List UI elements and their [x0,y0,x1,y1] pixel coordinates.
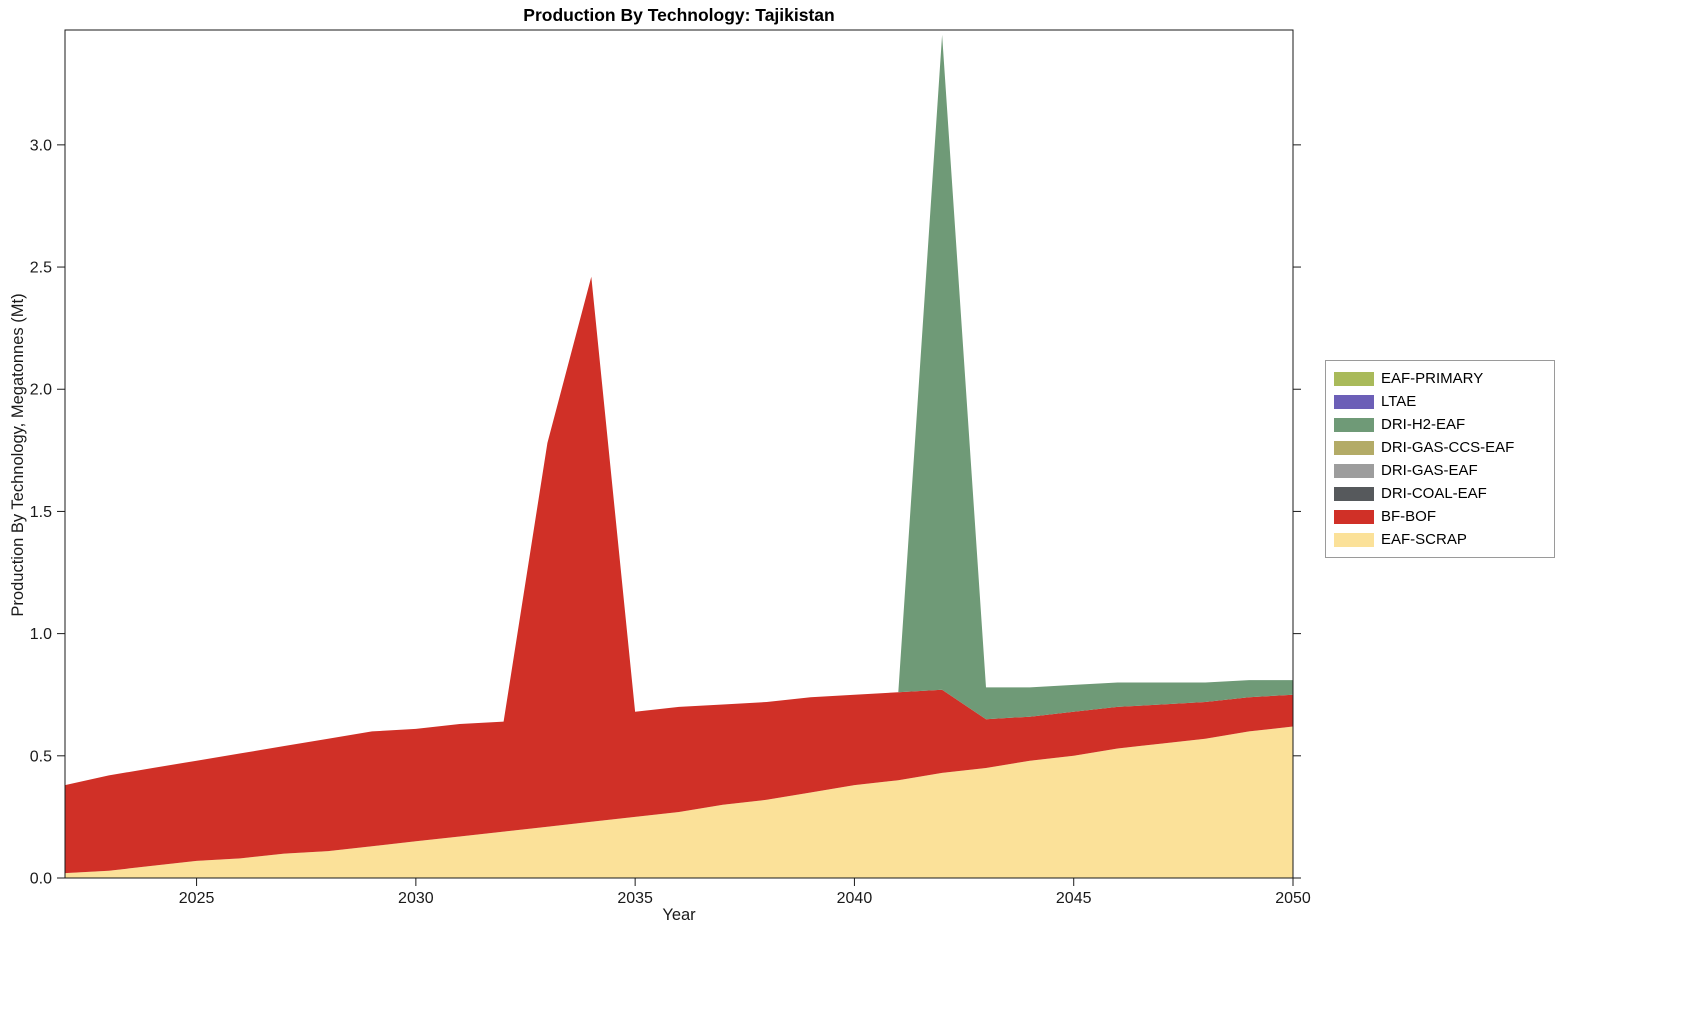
area-dri-h2-eaf [65,34,1293,786]
x-tick-label: 2035 [617,890,653,907]
legend-item-ltae: LTAE [1326,390,1554,413]
legend: EAF-PRIMARY LTAE DRI-H2-EAF DRI-GAS-CCS-EAF… [1325,360,1555,558]
legend-swatch-eaf-primary [1334,371,1374,386]
legend-item-bf-bof: BF-BOF [1326,505,1554,528]
legend-label: LTAE [1381,393,1417,410]
legend-swatch-dri-coal-eaf [1334,486,1374,501]
legend-swatch-bf-bof [1334,509,1374,524]
x-axis-label: Year [662,906,696,924]
y-tick-label: 0.0 [30,871,52,888]
legend-swatch-dri-gas-ccs-eaf [1334,440,1374,455]
plot-border [64,29,1294,879]
area-eaf-scrap [65,726,1293,878]
legend-item-dri-coal-eaf: DRI-COAL-EAF [1326,482,1554,505]
x-tick-label: 2025 [179,890,215,907]
chart-title: Production By Technology: Tajikistan [523,5,835,25]
x-tick-label: 2030 [398,890,434,907]
x-tick-label: 2045 [1056,890,1092,907]
y-tick-label: 1.0 [30,626,52,643]
y-axis-label: Production By Technology, Megatonnes (Mt… [9,293,27,617]
legend-label: EAF-SCRAP [1381,531,1467,548]
legend-swatch-eaf-scrap [1334,532,1374,547]
legend-swatch-dri-h2-eaf [1334,417,1374,432]
area-bf-bof [65,276,1293,874]
legend-item-dri-h2-eaf: DRI-H2-EAF [1326,413,1554,436]
x-tick-label: 2050 [1275,890,1311,907]
legend-swatch-dri-gas-eaf [1334,463,1374,478]
legend-label: DRI-H2-EAF [1381,416,1466,433]
y-tick-label: 3.0 [30,137,52,154]
legend-item-eaf-primary: EAF-PRIMARY [1326,367,1554,390]
y-tick-label: 0.5 [30,748,52,765]
legend-item-eaf-scrap: EAF-SCRAP [1326,528,1554,551]
legend-swatch-ltae [1334,394,1374,409]
legend-item-dri-gas-eaf: DRI-GAS-EAF [1326,459,1554,482]
x-tick-label: 2040 [837,890,873,907]
y-tick-label: 2.5 [30,260,52,277]
y-tick-label: 2.0 [30,382,52,399]
legend-label: BF-BOF [1381,508,1436,525]
y-tick-label: 1.5 [30,504,52,521]
legend-label: EAF-PRIMARY [1381,370,1484,387]
legend-label: DRI-COAL-EAF [1381,485,1487,502]
legend-label: DRI-GAS-CCS-EAF [1381,439,1515,456]
legend-label: DRI-GAS-EAF [1381,462,1478,479]
legend-item-dri-gas-ccs-eaf: DRI-GAS-CCS-EAF [1326,436,1554,459]
